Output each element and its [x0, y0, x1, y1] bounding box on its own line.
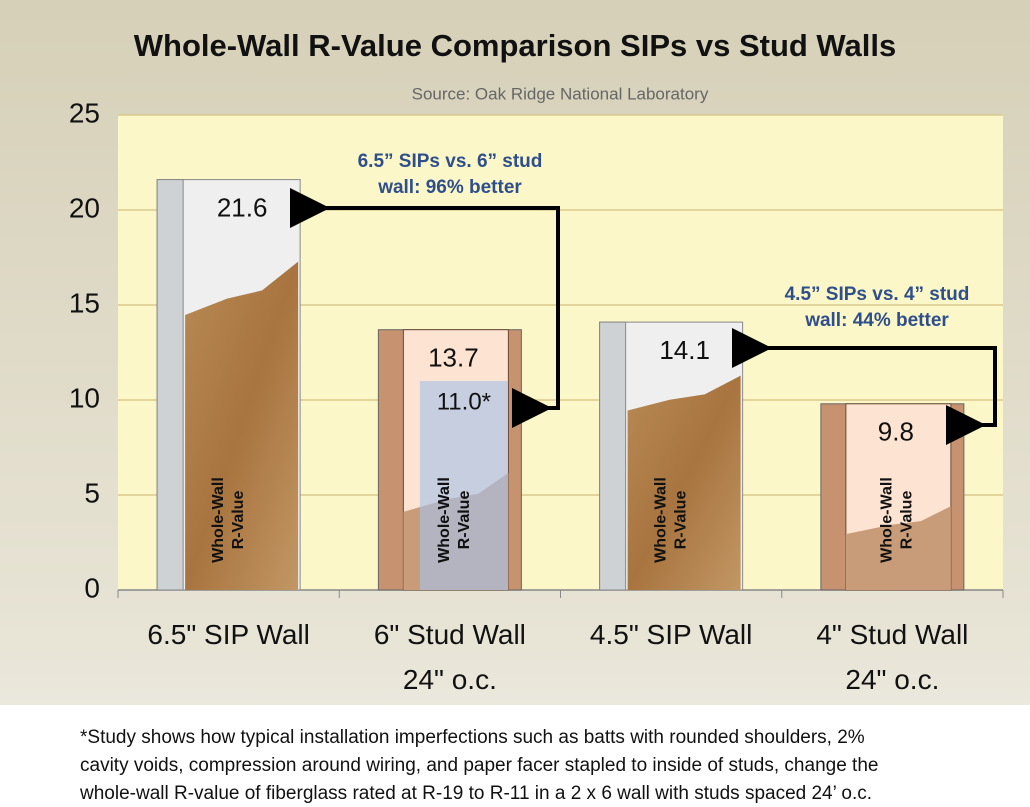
- y-tick-label: 15: [69, 287, 100, 318]
- value-label: 13.7: [428, 343, 479, 373]
- footnote: *Study shows how typical installation im…: [80, 727, 865, 748]
- value-label: 11.0*: [437, 388, 491, 415]
- x-tick-label: 6.5" SIP Wall: [119, 612, 339, 657]
- annotation: wall: 44% better: [804, 310, 949, 331]
- inner-label: Whole-Wall: [879, 477, 896, 563]
- footnote: cavity voids, compression around wiring,…: [80, 755, 878, 776]
- inner-label: R-Value: [899, 491, 916, 550]
- chart-subtitle: Source: Oak Ridge National Laboratory: [412, 84, 709, 103]
- inner-label: R-Value: [456, 491, 473, 550]
- x-tick-label: 6" Stud Wall 24" o.c.: [340, 612, 560, 702]
- bar-edge: [600, 322, 626, 590]
- y-tick-label: 5: [84, 477, 100, 508]
- footnote: whole-wall R-value of fiberglass rated a…: [79, 783, 872, 804]
- value-label: 21.6: [217, 192, 268, 222]
- annotation: wall: 96% better: [377, 177, 522, 198]
- y-tick-label: 25: [69, 97, 100, 128]
- bar: [157, 180, 300, 590]
- x-tick-label: 4" Stud Wall 24" o.c.: [782, 612, 1002, 702]
- y-tick-label: 0: [84, 572, 100, 603]
- annotation: 4.5” SIPs vs. 4” stud: [785, 284, 970, 305]
- inner-label: R-Value: [230, 491, 247, 550]
- inner-label: R-Value: [672, 491, 689, 550]
- value-label: 9.8: [878, 417, 914, 447]
- value-label: 14.1: [659, 335, 710, 365]
- y-tick-label: 20: [69, 192, 100, 223]
- x-tick-label: 4.5" SIP Wall: [561, 612, 781, 657]
- inner-label: Whole-Wall: [436, 477, 453, 563]
- inner-label: Whole-Wall: [210, 477, 227, 563]
- bar-edge: [157, 180, 183, 590]
- annotation: 6.5” SIPs vs. 6” stud: [358, 151, 543, 172]
- inner-label: Whole-Wall: [652, 477, 669, 563]
- page: Whole-Wall R-Value Comparison SIPs vs St…: [0, 0, 1030, 807]
- insulation: [628, 376, 741, 590]
- y-tick-label: 10: [69, 382, 100, 413]
- chart-title: Whole-Wall R-Value Comparison SIPs vs St…: [134, 28, 897, 63]
